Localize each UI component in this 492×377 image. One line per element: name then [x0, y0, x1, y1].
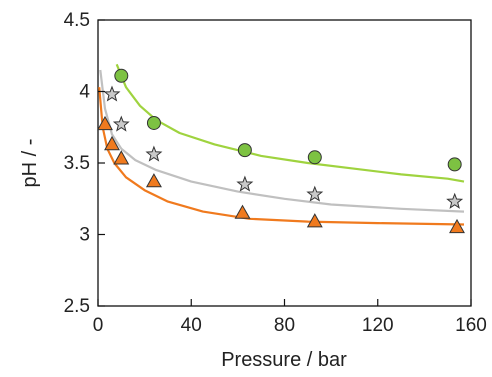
x-tick-label: 40 — [181, 315, 202, 336]
x-axis-ticks: 0 40 80 120 160 — [93, 299, 487, 336]
x-tick-label: 0 — [93, 315, 104, 336]
fit-lines — [98, 63, 465, 226]
triangle-marker — [449, 218, 465, 234]
x-tick-label: 160 — [455, 315, 487, 336]
triangle-marker — [145, 173, 162, 188]
y-axis-ticks: 2.5 3 3.5 4 4.5 — [64, 10, 105, 317]
triangle-marker — [306, 213, 323, 228]
plot-frame — [97, 19, 472, 307]
star-marker — [306, 185, 324, 202]
x-tick-label: 120 — [362, 315, 394, 336]
circle-marker — [146, 115, 161, 130]
star-series-fit-line — [99, 69, 465, 213]
star-marker — [446, 192, 464, 209]
circle-series-fit-line — [115, 63, 465, 183]
triangle-marker — [104, 135, 120, 151]
y-tick-label: 4 — [79, 82, 90, 103]
y-tick-label: 3 — [79, 225, 90, 246]
circle-marker — [114, 68, 129, 83]
y-tick-label: 4.5 — [64, 10, 90, 31]
circle-marker — [307, 150, 322, 165]
circle-marker — [447, 157, 462, 172]
star-marker — [112, 115, 130, 132]
star-marker — [236, 175, 254, 192]
x-tick-label: 80 — [274, 315, 295, 336]
x-axis-label: Pressure / bar — [221, 349, 347, 371]
circle-marker — [237, 143, 252, 158]
triangle-marker — [97, 115, 113, 131]
star-marker — [145, 145, 163, 162]
y-tick-label: 2.5 — [64, 296, 90, 317]
triangle-marker — [113, 150, 130, 165]
triangle-marker — [234, 204, 251, 219]
y-axis-label: pH / - — [19, 139, 41, 188]
data-markers — [97, 68, 465, 234]
star-marker — [103, 85, 121, 102]
y-tick-label: 3.5 — [64, 153, 90, 174]
